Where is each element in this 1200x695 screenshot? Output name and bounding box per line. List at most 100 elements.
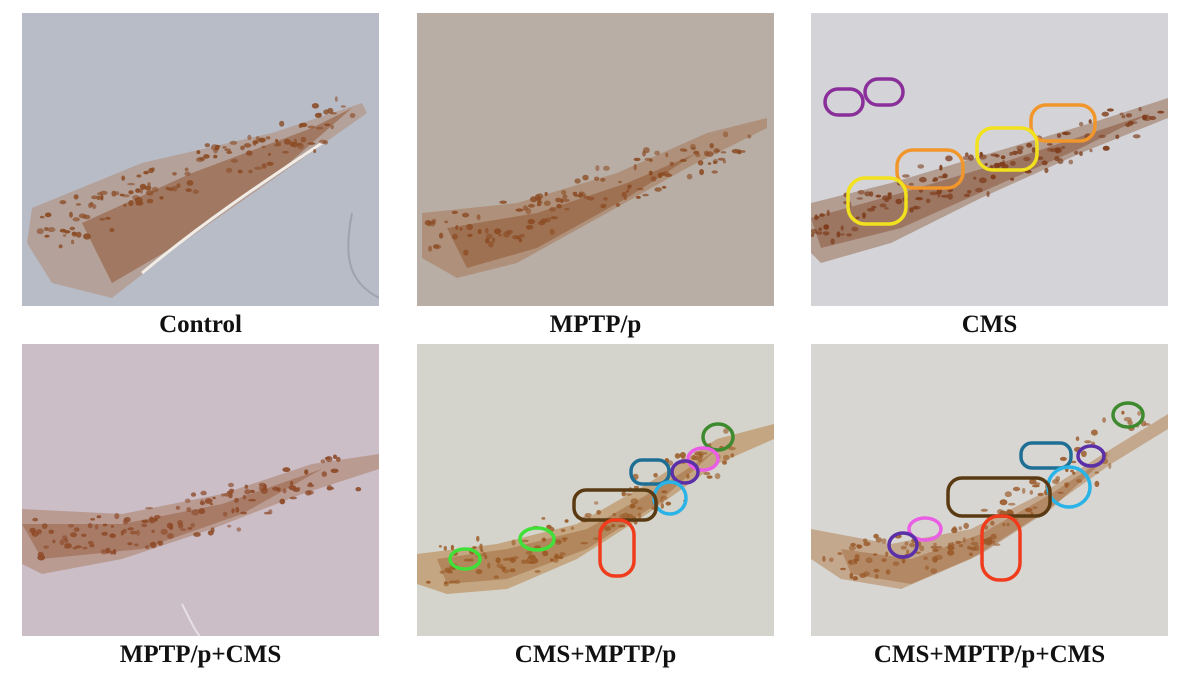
- stained-cell: [498, 234, 502, 237]
- stained-cell: [699, 169, 704, 176]
- stained-cell: [243, 143, 252, 148]
- stained-cell: [988, 539, 996, 544]
- stained-cell: [973, 176, 977, 180]
- stained-cell: [283, 138, 291, 145]
- stained-cell: [1002, 160, 1006, 167]
- stained-cell: [212, 496, 216, 500]
- stained-cell: [1130, 121, 1138, 124]
- stained-cell: [186, 180, 194, 186]
- stained-cell: [330, 125, 334, 130]
- stained-cell: [854, 554, 860, 560]
- stained-cell: [1098, 134, 1106, 139]
- stained-cell: [249, 489, 255, 494]
- stained-cell: [723, 454, 730, 461]
- stained-cell: [963, 522, 969, 529]
- stained-cell: [984, 163, 988, 166]
- stained-cell: [855, 216, 860, 220]
- stained-cell: [564, 208, 570, 211]
- stained-cell: [840, 225, 844, 231]
- stained-cell: [1056, 133, 1062, 139]
- marker-ellipse-purple: [670, 459, 700, 485]
- stained-cell: [694, 455, 699, 461]
- stained-cell: [1072, 471, 1076, 475]
- stained-cell: [326, 486, 335, 490]
- stained-cell: [459, 227, 463, 231]
- stained-cell: [661, 185, 667, 189]
- stained-cell: [193, 532, 201, 537]
- stained-cell: [864, 191, 872, 197]
- stained-cell: [848, 560, 855, 566]
- stained-cell: [980, 508, 988, 512]
- stained-cell: [967, 189, 972, 194]
- stained-cell: [225, 167, 233, 173]
- stained-cell: [728, 446, 736, 451]
- stained-cell: [166, 533, 174, 539]
- stained-cell: [709, 143, 714, 149]
- stained-cell: [1052, 479, 1059, 485]
- stained-cell: [1026, 142, 1033, 148]
- stained-cell: [43, 545, 50, 549]
- stained-cell: [1023, 156, 1031, 162]
- stained-cell: [703, 452, 708, 455]
- stained-cell: [145, 507, 154, 510]
- stained-cell: [925, 198, 931, 204]
- stained-cell: [89, 202, 94, 207]
- stained-cell: [1016, 149, 1023, 155]
- stained-cell: [933, 177, 939, 182]
- stained-cell: [947, 193, 953, 200]
- stained-cell: [947, 542, 951, 548]
- stained-cell: [149, 517, 156, 524]
- stained-cell: [231, 508, 235, 514]
- stained-cell: [915, 197, 923, 201]
- stained-cell: [909, 207, 914, 213]
- stained-cell: [1138, 106, 1142, 112]
- stained-cell: [110, 550, 114, 555]
- stained-cell: [141, 523, 148, 528]
- panel-cms-mptp-p-cms: [811, 344, 1168, 636]
- stained-cell: [509, 557, 514, 561]
- stained-cell: [324, 456, 331, 460]
- stained-cell: [747, 134, 752, 139]
- stained-cell: [1115, 134, 1120, 140]
- stained-cell: [151, 529, 155, 533]
- stained-cell: [986, 191, 990, 198]
- stained-cell: [562, 194, 568, 199]
- stained-cell: [939, 164, 943, 171]
- stained-cell: [496, 228, 500, 235]
- stained-cell: [72, 546, 77, 550]
- stained-cell: [971, 537, 975, 541]
- stained-cell: [213, 154, 218, 159]
- stained-cell: [487, 562, 491, 569]
- stained-cell: [633, 157, 641, 162]
- panel-cms: [811, 13, 1168, 306]
- stained-cell: [75, 203, 82, 206]
- stained-cell: [450, 544, 454, 551]
- stained-cell: [248, 498, 257, 502]
- stained-cell: [282, 467, 291, 473]
- stained-cell: [62, 535, 68, 540]
- stained-cell: [166, 522, 174, 529]
- stained-cell: [811, 233, 815, 238]
- stained-cell: [159, 196, 164, 200]
- stained-cell: [222, 146, 227, 149]
- stained-cell: [59, 539, 65, 546]
- stained-cell: [653, 473, 658, 478]
- stained-cell: [427, 220, 431, 227]
- stained-cell: [1008, 502, 1016, 506]
- stained-cell: [863, 571, 870, 577]
- stained-cell: [550, 216, 558, 220]
- stained-cell: [875, 537, 882, 543]
- stained-cell: [872, 553, 878, 556]
- stained-cell: [1029, 490, 1033, 495]
- panel-mptp-p-cms: [22, 344, 379, 636]
- stained-cell: [885, 551, 889, 557]
- stained-cell: [244, 489, 251, 495]
- stained-cell: [109, 227, 115, 233]
- stained-cell: [246, 150, 253, 156]
- stained-cell: [1141, 114, 1148, 121]
- stained-cell: [63, 543, 69, 549]
- stained-cell: [99, 217, 106, 221]
- stained-cell: [629, 503, 636, 509]
- stained-cell: [114, 513, 120, 520]
- stained-cell: [560, 190, 567, 195]
